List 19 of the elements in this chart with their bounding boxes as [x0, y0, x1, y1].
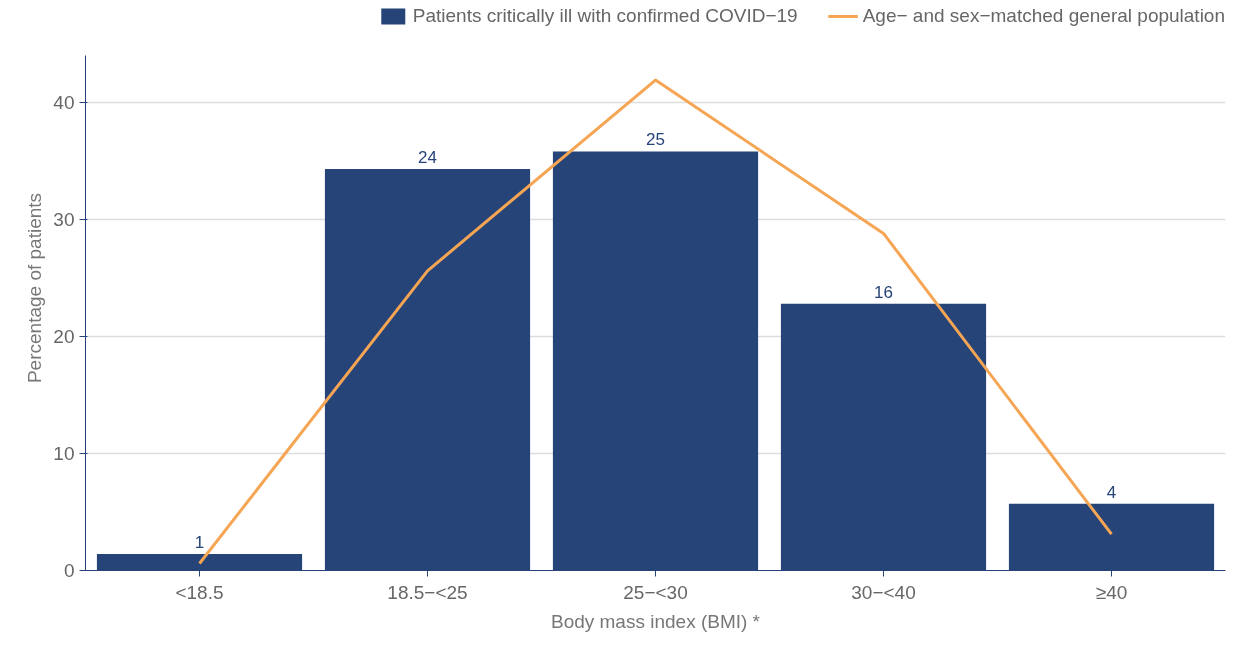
annotation: 16 [874, 282, 893, 302]
y-tick-label: 40 [53, 91, 75, 113]
annotation: 25 [646, 130, 665, 150]
x-tick-label: ≥40 [1095, 581, 1128, 603]
y-tick-label: 30 [53, 208, 75, 230]
x-tick-label: 25−<30 [623, 581, 688, 603]
annotation: 24 [418, 148, 437, 168]
x-tick-label: <18.5 [175, 581, 224, 603]
x-tick-label: 30−<40 [851, 581, 916, 603]
annotation: 1 [194, 533, 205, 553]
x-tick-label: 18.5−<25 [387, 581, 468, 603]
legend-label: Patients critically ill with confirmed COVID−19 [412, 5, 798, 27]
y-tick-label: 20 [53, 325, 75, 347]
x-axis-title: Body mass index (BMI) * [550, 610, 761, 632]
annotation: 4 [1106, 482, 1117, 502]
legend-label: Age− and sex−matched general population [862, 5, 1225, 27]
y-tick-label: 0 [63, 560, 75, 581]
y-axis-title: Percentage of patients [24, 192, 46, 384]
y-tick-label: 10 [53, 442, 75, 464]
